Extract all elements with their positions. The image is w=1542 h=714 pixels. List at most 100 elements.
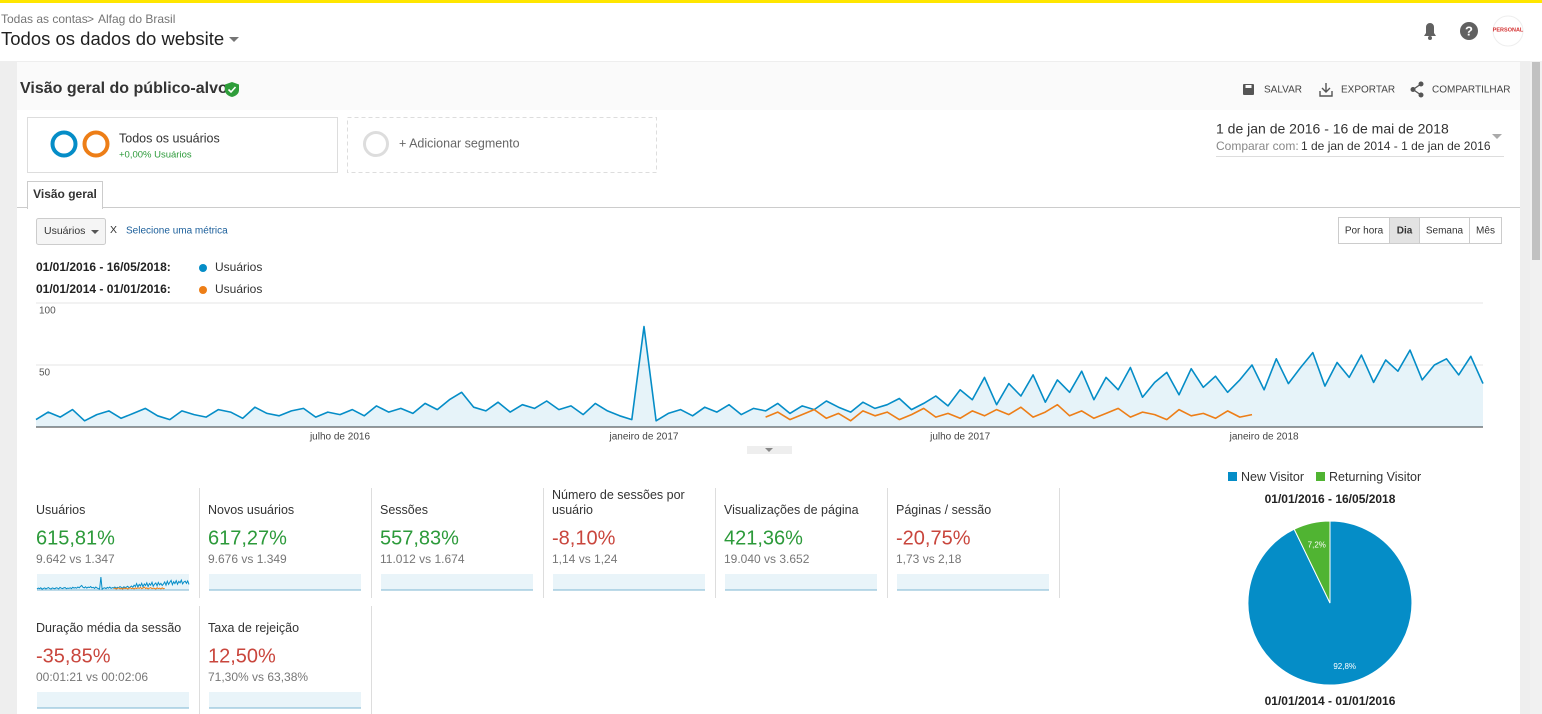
share-node xyxy=(1418,81,1424,87)
sparkline-bg xyxy=(553,574,705,590)
metric-label-box: Visualizações de página xyxy=(724,503,859,517)
granularity-button[interactable] xyxy=(1389,217,1420,244)
metric-select[interactable]: Usuários xyxy=(36,218,106,245)
bell-clapper xyxy=(1428,36,1432,40)
granularity-button[interactable] xyxy=(1338,217,1390,244)
view-dropdown-arrow[interactable] xyxy=(229,37,239,42)
series-area xyxy=(36,326,1483,427)
line-chart: 50 100 julho de 2016 janeiro de 2017 julho d… xyxy=(35,302,1484,443)
breadcrumb-property[interactable]: Alfag do Brasil xyxy=(98,12,175,26)
metric-change: -8,10% xyxy=(552,527,616,549)
metric-change: 557,83% xyxy=(380,527,459,549)
sparkline-bg xyxy=(897,574,1049,590)
verified-check xyxy=(227,86,237,94)
tab-cover xyxy=(28,206,102,209)
bell-icon[interactable] xyxy=(1424,23,1436,40)
metric-change: 617,27% xyxy=(208,527,287,549)
save-icon-slot xyxy=(1245,85,1252,88)
granularity-label: Por hora xyxy=(1345,226,1384,237)
metric-label: Novos usuários xyxy=(208,503,295,517)
export-action[interactable]: EXPORTAR xyxy=(1319,83,1395,97)
help-mark: ? xyxy=(1465,23,1473,38)
add-segment[interactable]: + Adicionar segmento xyxy=(347,117,657,173)
metric-label: Sessões xyxy=(380,503,428,517)
chart-collapse[interactable] xyxy=(747,446,792,454)
granularity-button[interactable] xyxy=(1469,217,1502,244)
pie-value-label: 7,2% xyxy=(1308,541,1326,550)
metric-compare: 11.012 vs 1.674 xyxy=(380,552,465,566)
segment-icon-orange xyxy=(82,130,110,158)
action-label: EXPORTAR xyxy=(1341,85,1395,96)
scrollbar-thumb[interactable] xyxy=(1532,62,1540,260)
x-tick-label: julho de 2017 xyxy=(929,432,990,443)
view-title[interactable]: Todos os dados do website xyxy=(1,28,224,49)
segment-all-users[interactable]: Todos os usuários +0,00% Usuários xyxy=(27,117,338,173)
legend-label: New Visitor xyxy=(1241,470,1304,484)
metric-add-link[interactable]: Selecione uma métrica xyxy=(126,226,228,237)
granularity-buttons: Por hora Dia Semana Mês xyxy=(1338,217,1502,244)
metric-label-box: Duração média da sessão xyxy=(36,621,182,635)
segment-icon-blue xyxy=(50,130,78,158)
metric-label: Visualizações de página xyxy=(724,503,859,517)
tab[interactable] xyxy=(27,181,103,209)
legend-swatch xyxy=(199,286,207,294)
metric-change: 615,81% xyxy=(36,527,115,549)
x-tick-label: janeiro de 2017 xyxy=(609,432,679,443)
granularity-label: Dia xyxy=(1397,226,1413,237)
legend-name: Usuários xyxy=(215,260,262,274)
metric-label: Duração média da sessão xyxy=(36,621,182,635)
pie-footer: 01/01/2014 - 01/01/2016 xyxy=(1265,694,1396,708)
legend-swatch xyxy=(1228,472,1237,481)
metric-label: Taxa de rejeição xyxy=(208,621,300,635)
metric-label-box: Páginas / sessão xyxy=(896,503,991,517)
legend-name: Usuários xyxy=(215,282,262,296)
sparkline-bg xyxy=(209,692,361,708)
x-tick-label: julho de 2016 xyxy=(309,432,370,443)
metric-label-box: Número de sessões por usuário xyxy=(552,488,685,517)
header xyxy=(0,3,1542,61)
metric-compare: 9.642 vs 1.347 xyxy=(36,552,115,566)
metric-compare: 71,30% vs 63,38% xyxy=(208,670,308,684)
metric-tiles: Usuários 615,81% 9.642 vs 1.347 Novos usuár… xyxy=(36,488,1060,714)
breadcrumb-account[interactable]: Todas as contas xyxy=(1,12,88,26)
segment-box xyxy=(27,117,338,173)
sparkline xyxy=(36,576,190,591)
metric-select-arrow xyxy=(91,230,99,234)
granularity-button[interactable] xyxy=(1419,217,1470,244)
metric-label-box: Sessões xyxy=(380,503,428,517)
pie-slice[interactable] xyxy=(1293,520,1331,604)
metric-remove[interactable]: X xyxy=(110,224,117,236)
legend-label: Returning Visitor xyxy=(1329,470,1421,484)
metric-compare: 19.040 vs 3.652 xyxy=(724,552,810,566)
sparkline-bg xyxy=(37,574,189,590)
metric-select-box xyxy=(36,218,106,245)
add-segment-label: + Adicionar segmento xyxy=(399,136,520,150)
share-node xyxy=(1418,92,1424,98)
metric-label-box: Usuários xyxy=(36,503,85,517)
help-icon[interactable]: ? xyxy=(1460,22,1478,40)
sparkline-bg xyxy=(725,574,877,590)
avatar[interactable] xyxy=(1492,15,1524,47)
help-circle xyxy=(1460,22,1478,40)
breadcrumb-separator: > xyxy=(87,12,94,26)
save-action[interactable]: SALVAR xyxy=(1243,84,1302,96)
sparkline-bg xyxy=(37,692,189,708)
metric-compare: 1,73 vs 2,18 xyxy=(896,552,962,566)
date-range-main: 1 de jan de 2016 - 16 de mai de 2018 xyxy=(1216,121,1449,137)
pie-value-label: 92,8% xyxy=(1333,662,1356,671)
date-range-picker[interactable]: 1 de jan de 2016 - 16 de mai de 2018 Com… xyxy=(1216,121,1504,157)
legend-swatch xyxy=(1316,472,1325,481)
share-node xyxy=(1410,87,1416,92)
metric-compare: 9.676 vs 1.349 xyxy=(208,552,287,566)
avatar-text: PERSONAL xyxy=(1493,27,1524,33)
segment-name: Todos os usuários xyxy=(119,131,220,145)
pie-title: 01/01/2016 - 16/05/2018 xyxy=(1265,492,1396,506)
metric-label-box: Novos usuários xyxy=(208,503,295,517)
tab-label: Visão geral xyxy=(33,187,97,201)
share-action[interactable]: COMPARTILHAR xyxy=(1410,81,1511,98)
metric-select-label: Usuários xyxy=(44,225,85,237)
date-dropdown-arrow xyxy=(1492,134,1502,139)
